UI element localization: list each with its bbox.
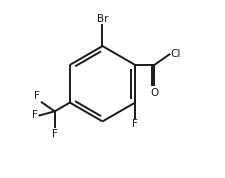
Text: Br: Br bbox=[96, 14, 108, 24]
Text: F: F bbox=[34, 91, 40, 101]
Text: F: F bbox=[52, 129, 57, 138]
Text: F: F bbox=[32, 110, 38, 121]
Text: Cl: Cl bbox=[170, 49, 180, 59]
Text: F: F bbox=[132, 119, 137, 129]
Text: O: O bbox=[150, 88, 158, 98]
